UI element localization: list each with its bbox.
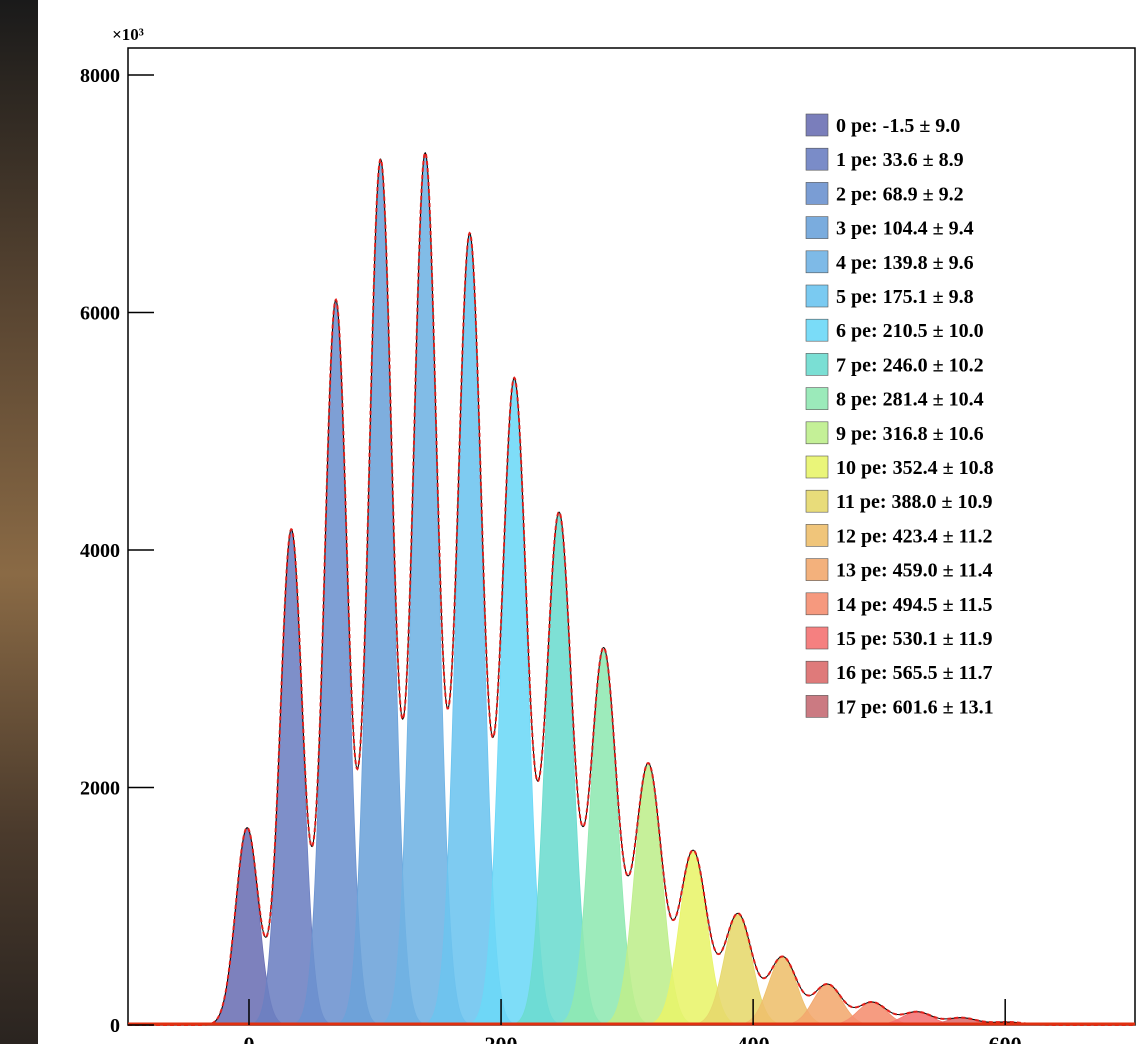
legend-swatch xyxy=(805,489,829,513)
legend-swatch xyxy=(805,421,829,445)
legend-label: 9 pe: 316.8 ± 10.6 xyxy=(836,423,984,445)
legend-swatch xyxy=(805,387,829,410)
legend-swatch xyxy=(805,455,829,479)
plot-area xyxy=(128,151,1135,1026)
legend-swatch xyxy=(805,524,829,547)
legend-label: 13 pe: 459.0 ± 11.4 xyxy=(836,560,993,582)
y-tick-label: 2000 xyxy=(80,778,120,800)
legend-swatch xyxy=(805,318,829,342)
legend-label: 10 pe: 352.4 ± 10.8 xyxy=(836,457,994,479)
legend-label: 15 pe: 530.1 ± 11.9 xyxy=(836,628,993,650)
legend-swatch xyxy=(805,353,829,376)
legend-label: 5 pe: 175.1 ± 9.8 xyxy=(836,286,974,308)
legend-label: 14 pe: 494.5 ± 11.5 xyxy=(836,594,993,616)
legend-swatch xyxy=(805,626,829,650)
legend-swatch xyxy=(805,660,829,684)
total-fit xyxy=(128,151,1135,1026)
x-tick-label: 200 xyxy=(485,1032,518,1044)
legend-label: 8 pe: 281.4 ± 10.4 xyxy=(836,389,984,411)
legend-label: 11 pe: 388.0 ± 10.9 xyxy=(836,491,993,513)
legend-swatch xyxy=(805,182,829,205)
legend-label: 17 pe: 601.6 ± 13.1 xyxy=(836,696,994,718)
axis-multiplier: ×10³ xyxy=(112,25,144,44)
legend-label: 0 pe: -1.5 ± 9.0 xyxy=(836,115,960,137)
legend-swatch xyxy=(805,284,829,308)
legend-swatch xyxy=(805,695,829,718)
legend-swatch xyxy=(805,592,829,616)
background-photo xyxy=(0,0,38,1044)
legend-swatch xyxy=(805,216,829,239)
legend-label: 3 pe: 104.4 ± 9.4 xyxy=(836,218,974,240)
legend-swatch xyxy=(805,147,829,171)
x-tick-label: 0 xyxy=(243,1032,254,1044)
y-tick-label: 0 xyxy=(110,1015,120,1037)
legend: 0 pe: -1.5 ± 9.0 1 pe: 33.6 ± 8.9 2 pe: 68… xyxy=(805,113,994,718)
y-tick-label: 8000 xyxy=(80,65,120,87)
y-tick-label: 6000 xyxy=(80,303,120,325)
legend-label: 1 pe: 33.6 ± 8.9 xyxy=(836,149,964,171)
legend-label: 16 pe: 565.5 ± 11.7 xyxy=(836,662,993,684)
x-tick-label: 400 xyxy=(737,1032,770,1044)
legend-label: 2 pe: 68.9 ± 9.2 xyxy=(836,183,964,205)
legend-label: 6 pe: 210.5 ± 10.0 xyxy=(836,320,984,342)
legend-swatch xyxy=(805,113,829,137)
x-tick-label: 600 xyxy=(989,1032,1022,1044)
legend-label: 4 pe: 139.8 ± 9.6 xyxy=(836,252,974,274)
y-tick-label: 4000 xyxy=(80,540,120,562)
legend-label: 12 pe: 423.4 ± 11.2 xyxy=(836,525,993,547)
legend-swatch xyxy=(805,558,829,581)
legend-label: 7 pe: 246.0 ± 10.2 xyxy=(836,354,984,376)
legend-swatch xyxy=(805,250,829,274)
